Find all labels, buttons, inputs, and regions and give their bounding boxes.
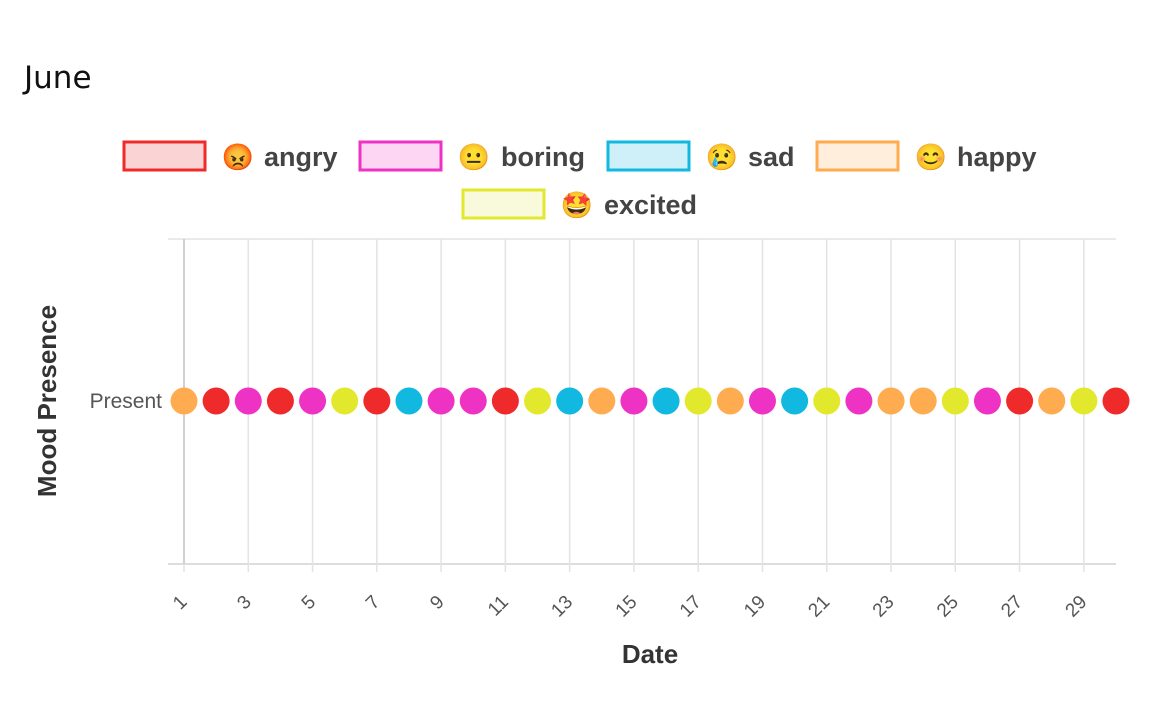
legend-swatch — [122, 140, 207, 172]
data-point-happy[interactable] — [909, 387, 937, 415]
legend-label: happy — [957, 142, 1037, 172]
x-tick-label: 5 — [298, 592, 320, 614]
x-tick-label: 21 — [804, 592, 834, 622]
x-tick-label: 3 — [233, 592, 255, 614]
y-axis-title: Mood Presence — [32, 305, 62, 497]
legend-label: boring — [501, 142, 585, 172]
data-point-boring[interactable] — [845, 387, 873, 415]
x-tick-label: 17 — [676, 592, 706, 622]
data-point-boring[interactable] — [299, 387, 327, 415]
data-point-happy[interactable] — [170, 387, 198, 415]
legend-label: sad — [748, 142, 795, 172]
legend-swatch — [815, 140, 900, 172]
data-point-angry[interactable] — [363, 387, 391, 415]
legend-swatch — [358, 140, 443, 172]
x-axis-title: Date — [622, 639, 678, 669]
x-tick-label: 13 — [547, 592, 577, 622]
x-tick-label: 1 — [169, 592, 191, 614]
data-point-angry[interactable] — [491, 387, 519, 415]
x-tick-label: 7 — [362, 592, 384, 614]
data-point-sad[interactable] — [556, 387, 584, 415]
x-axis-ticks: 1 3 5 7 9 11 13 15 17 19 21 23 25 27 29 — [169, 592, 1091, 622]
x-tick-label: 25 — [933, 592, 963, 622]
x-tick-label: 19 — [740, 592, 770, 622]
legend-item-happy[interactable]: 😊 happy — [815, 140, 1037, 172]
legend-swatch — [606, 140, 691, 172]
x-tick-label: 23 — [869, 592, 899, 622]
data-point-excited[interactable] — [331, 387, 359, 415]
data-point-excited[interactable] — [524, 387, 552, 415]
data-point-boring[interactable] — [234, 387, 262, 415]
data-point-boring[interactable] — [973, 387, 1001, 415]
legend-emoji-icon: 🤩 — [561, 190, 593, 220]
data-point-boring[interactable] — [620, 387, 648, 415]
data-point-angry[interactable] — [202, 387, 230, 415]
data-point-boring[interactable] — [459, 387, 487, 415]
x-tick-label: 15 — [612, 592, 642, 622]
legend-item-angry[interactable]: 😡 angry — [122, 140, 338, 172]
legend-item-excited[interactable]: 🤩 excited — [461, 188, 697, 220]
x-tick-label: 27 — [997, 592, 1027, 622]
x-tick-label: 29 — [1062, 592, 1092, 622]
legend-label: angry — [264, 142, 338, 172]
legend-emoji-icon: 😊 — [915, 142, 947, 172]
data-point-excited[interactable] — [941, 387, 969, 415]
data-point-happy[interactable] — [877, 387, 905, 415]
data-point-sad[interactable] — [652, 387, 680, 415]
legend-item-sad[interactable]: 😢 sad — [606, 140, 795, 172]
legend-emoji-icon: 😡 — [222, 142, 254, 172]
data-points — [170, 387, 1130, 415]
data-point-excited[interactable] — [684, 387, 712, 415]
y-category-label: Present — [90, 390, 163, 413]
x-tick-label: 9 — [426, 592, 448, 614]
legend-emoji-icon: 😐 — [458, 142, 490, 172]
data-point-angry[interactable] — [1102, 387, 1130, 415]
data-point-sad[interactable] — [781, 387, 809, 415]
x-tick-label: 11 — [484, 592, 513, 621]
data-point-excited[interactable] — [813, 387, 841, 415]
data-point-excited[interactable] — [1070, 387, 1098, 415]
legend: 😡 angry 😐 boring 😢 sad 😊 happy 🤩 excited — [122, 140, 1037, 220]
data-point-boring[interactable] — [748, 387, 776, 415]
data-point-happy[interactable] — [716, 387, 744, 415]
data-point-happy[interactable] — [1038, 387, 1066, 415]
legend-emoji-icon: 😢 — [706, 142, 738, 172]
legend-label: excited — [604, 190, 697, 220]
legend-item-boring[interactable]: 😐 boring — [358, 140, 585, 172]
data-point-boring[interactable] — [427, 387, 455, 415]
legend-swatch — [461, 188, 546, 220]
page-title: June — [24, 60, 92, 96]
data-point-angry[interactable] — [1006, 387, 1034, 415]
data-point-sad[interactable] — [395, 387, 423, 415]
data-point-angry[interactable] — [266, 387, 294, 415]
data-point-happy[interactable] — [588, 387, 616, 415]
